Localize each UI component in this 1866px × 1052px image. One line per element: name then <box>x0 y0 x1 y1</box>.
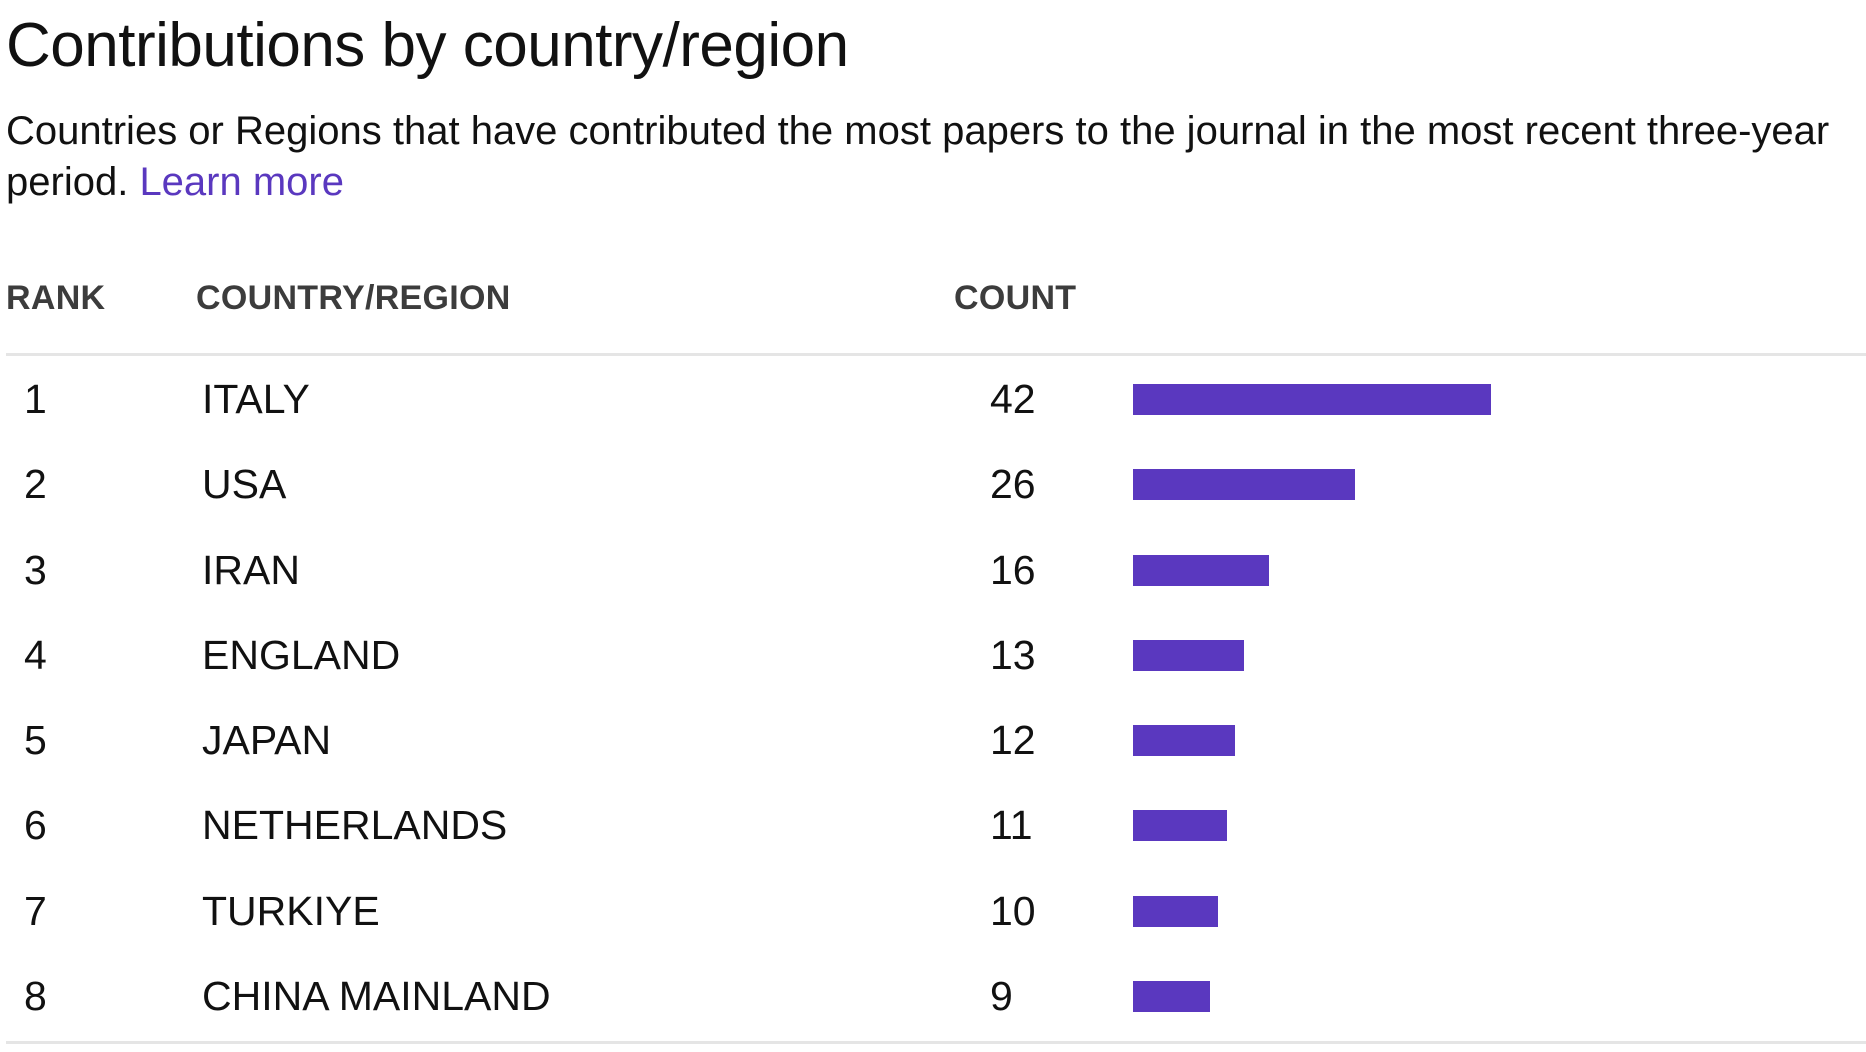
rank-cell: 7 <box>24 887 47 934</box>
count-bar <box>1133 469 1355 501</box>
rank-cell: 8 <box>24 973 47 1020</box>
rank-cell: 5 <box>24 717 47 764</box>
count-cell: 9 <box>990 973 1013 1020</box>
country-cell: ENGLAND <box>202 631 401 678</box>
table-row: 3 IRAN 16 <box>6 528 1866 613</box>
learn-more-link[interactable]: Learn more <box>139 160 344 204</box>
column-header-count: COUNT <box>954 279 1077 317</box>
country-cell: IRAN <box>202 546 300 593</box>
rank-cell: 4 <box>24 631 47 678</box>
contributions-table-body: 1 ITALY 42 2 USA 26 3 IRAN 16 4 ENGLAND 13 5 JAPAN 12 6… <box>6 357 1866 1039</box>
count-cell: 42 <box>990 376 1036 422</box>
country-cell: USA <box>202 461 287 508</box>
page-title: Contributions by country/region <box>6 11 849 80</box>
table-row: 7 TURKIYE 10 <box>6 869 1866 954</box>
country-cell: CHINA MAINLAND <box>202 973 551 1020</box>
count-bar <box>1133 725 1235 757</box>
count-cell: 11 <box>990 802 1033 849</box>
rank-cell: 3 <box>24 546 47 593</box>
country-cell: TURKIYE <box>202 887 380 934</box>
count-bar <box>1133 554 1269 586</box>
column-header-rank: RANK <box>6 279 106 317</box>
country-cell: ITALY <box>202 376 310 422</box>
description: Countries or Regions that have contribut… <box>6 106 1866 208</box>
rank-cell: 6 <box>24 802 47 849</box>
table-row: 1 ITALY 42 <box>6 357 1866 442</box>
count-cell: 13 <box>990 631 1036 678</box>
country-cell: JAPAN <box>202 717 332 764</box>
rank-cell: 1 <box>24 376 47 422</box>
header-divider <box>6 353 1866 356</box>
table-row: 5 JAPAN 12 <box>6 698 1866 783</box>
country-cell: NETHERLANDS <box>202 802 508 849</box>
column-header-country: COUNTRY/REGION <box>196 279 511 317</box>
table-row: 4 ENGLAND 13 <box>6 613 1866 698</box>
table-row: 6 NETHERLANDS 11 <box>6 783 1866 868</box>
count-bar <box>1133 981 1210 1013</box>
count-cell: 12 <box>990 717 1036 764</box>
count-bar <box>1133 895 1218 927</box>
rank-cell: 2 <box>24 461 47 508</box>
description-text: Countries or Regions that have contribut… <box>6 109 1830 204</box>
count-bar <box>1133 810 1227 842</box>
count-cell: 16 <box>990 546 1036 593</box>
count-bar <box>1133 639 1244 671</box>
footer-divider <box>6 1041 1866 1044</box>
count-bar <box>1133 384 1491 415</box>
count-cell: 26 <box>990 461 1036 508</box>
table-row: 2 USA 26 <box>6 442 1866 527</box>
contributions-panel: Contributions by country/region Countrie… <box>6 0 1866 1052</box>
table-row: 8 CHINA MAINLAND 9 <box>6 954 1866 1039</box>
count-cell: 10 <box>990 887 1036 934</box>
